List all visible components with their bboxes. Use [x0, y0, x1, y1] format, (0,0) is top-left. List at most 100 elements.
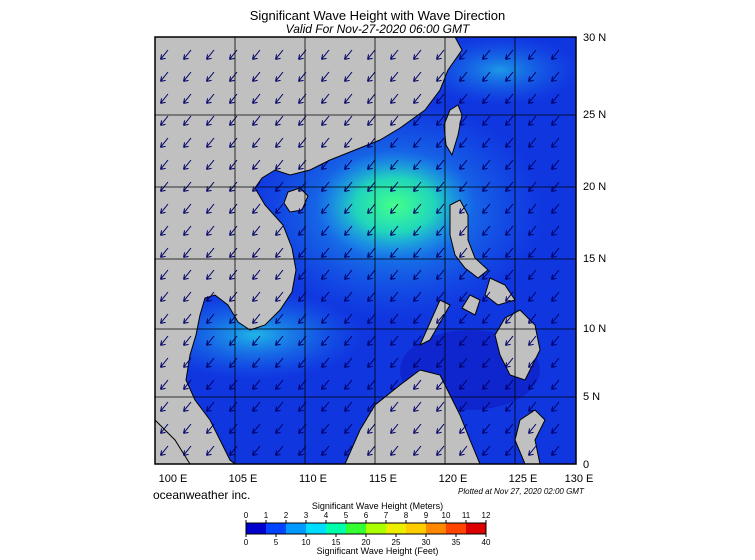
- wave-arrow: [413, 49, 422, 60]
- wave-arrow: [459, 115, 468, 126]
- wave-arrow: [183, 357, 192, 368]
- wave-arrow: [252, 313, 261, 324]
- wave-arrow: [505, 225, 514, 236]
- wave-arrow: [275, 115, 284, 126]
- wave-arrow: [459, 291, 468, 302]
- wave-arrow: [229, 93, 238, 104]
- wave-arrow: [551, 247, 560, 258]
- wave-arrow: [505, 269, 514, 280]
- wave-arrow: [321, 71, 330, 82]
- wave-arrow: [367, 225, 376, 236]
- wave-arrow: [252, 49, 261, 60]
- wave-arrow: [206, 71, 215, 82]
- colorbar-segment: [326, 523, 347, 534]
- wave-arrow: [275, 291, 284, 302]
- wave-arrow: [321, 137, 330, 148]
- wave-arrow: [436, 401, 445, 412]
- wave-arrow: [160, 93, 169, 104]
- wave-arrow: [390, 313, 399, 324]
- lon-label-125: 125 E: [509, 473, 538, 485]
- wave-arrow: [229, 445, 238, 456]
- wave-arrow: [160, 203, 169, 214]
- wave-arrow: [459, 379, 468, 390]
- colorbar-segment: [346, 523, 367, 534]
- wave-arrow: [367, 137, 376, 148]
- wave-arrow: [367, 159, 376, 170]
- wave-arrow: [229, 71, 238, 82]
- wave-arrow: [275, 269, 284, 280]
- colorbar-segment: [246, 523, 267, 534]
- wave-arrow: [229, 379, 238, 390]
- wave-arrow: [160, 291, 169, 302]
- wave-arrow: [206, 203, 215, 214]
- wave-arrow: [275, 225, 284, 236]
- colorbar-meter-label: 1: [264, 511, 269, 520]
- wave-arrow: [206, 445, 215, 456]
- wave-arrow: [413, 291, 422, 302]
- lon-label-110: 110 E: [299, 473, 327, 485]
- wave-arrow: [183, 401, 192, 412]
- wave-arrow: [459, 159, 468, 170]
- colorbar-meter-label: 10: [442, 511, 451, 520]
- wave-arrow: [390, 291, 399, 302]
- wave-arrow: [275, 159, 284, 170]
- wave-arrow: [275, 357, 284, 368]
- wave-arrow: [505, 423, 514, 434]
- wave-arrow: [528, 225, 537, 236]
- wave-arrow: [551, 379, 560, 390]
- wave-arrow: [528, 115, 537, 126]
- wave-arrow: [252, 269, 261, 280]
- wave-arrow: [344, 203, 353, 214]
- wave-arrow: [413, 313, 422, 324]
- wave-arrow: [459, 357, 468, 368]
- wave-arrow: [551, 335, 560, 346]
- colorbar-feet-label: 10: [302, 538, 311, 547]
- wave-arrow: [505, 379, 514, 390]
- wave-arrow: [229, 247, 238, 258]
- map-frame: [154, 36, 577, 465]
- wave-arrow: [367, 401, 376, 412]
- wave-arrow: [206, 159, 215, 170]
- wave-arrow: [390, 115, 399, 126]
- wave-arrow: [252, 203, 261, 214]
- wave-arrow: [206, 225, 215, 236]
- wave-arrow: [206, 93, 215, 104]
- wave-arrow: [459, 93, 468, 104]
- wave-arrow: [459, 137, 468, 148]
- wave-arrow: [413, 247, 422, 258]
- plotted-timestamp: Plotted at Nov 27, 2020 02:00 GMT: [458, 487, 584, 496]
- wave-arrow: [321, 225, 330, 236]
- colorbar-meter-label: 6: [364, 511, 369, 520]
- wave-arrow: [321, 203, 330, 214]
- wave-arrow: [183, 335, 192, 346]
- wave-arrow: [459, 423, 468, 434]
- lat-label-25: 25 N: [583, 109, 606, 121]
- wave-arrow: [206, 379, 215, 390]
- wave-arrow: [367, 269, 376, 280]
- lat-label-10: 10 N: [583, 323, 606, 335]
- colorbar-segment: [426, 523, 447, 534]
- wave-arrow: [505, 203, 514, 214]
- wave-arrow: [275, 379, 284, 390]
- wave-arrow: [183, 159, 192, 170]
- wave-arrow: [551, 49, 560, 60]
- wave-arrow: [321, 335, 330, 346]
- wave-arrow: [160, 357, 169, 368]
- wave-arrow: [482, 291, 491, 302]
- wave-arrow: [160, 115, 169, 126]
- wave-arrow: [160, 49, 169, 60]
- wave-arrow: [229, 423, 238, 434]
- wave-arrow: [505, 291, 514, 302]
- wave-arrow: [413, 93, 422, 104]
- wave-arrow: [505, 137, 514, 148]
- wave-arrow: [160, 335, 169, 346]
- wave-arrow: [505, 335, 514, 346]
- wave-arrow: [206, 247, 215, 258]
- wave-arrow: [321, 159, 330, 170]
- wave-arrow: [482, 115, 491, 126]
- lat-label-30: 30 N: [583, 32, 606, 44]
- wave-arrow: [413, 379, 422, 390]
- wave-arrow: [321, 423, 330, 434]
- wave-arrow: [551, 357, 560, 368]
